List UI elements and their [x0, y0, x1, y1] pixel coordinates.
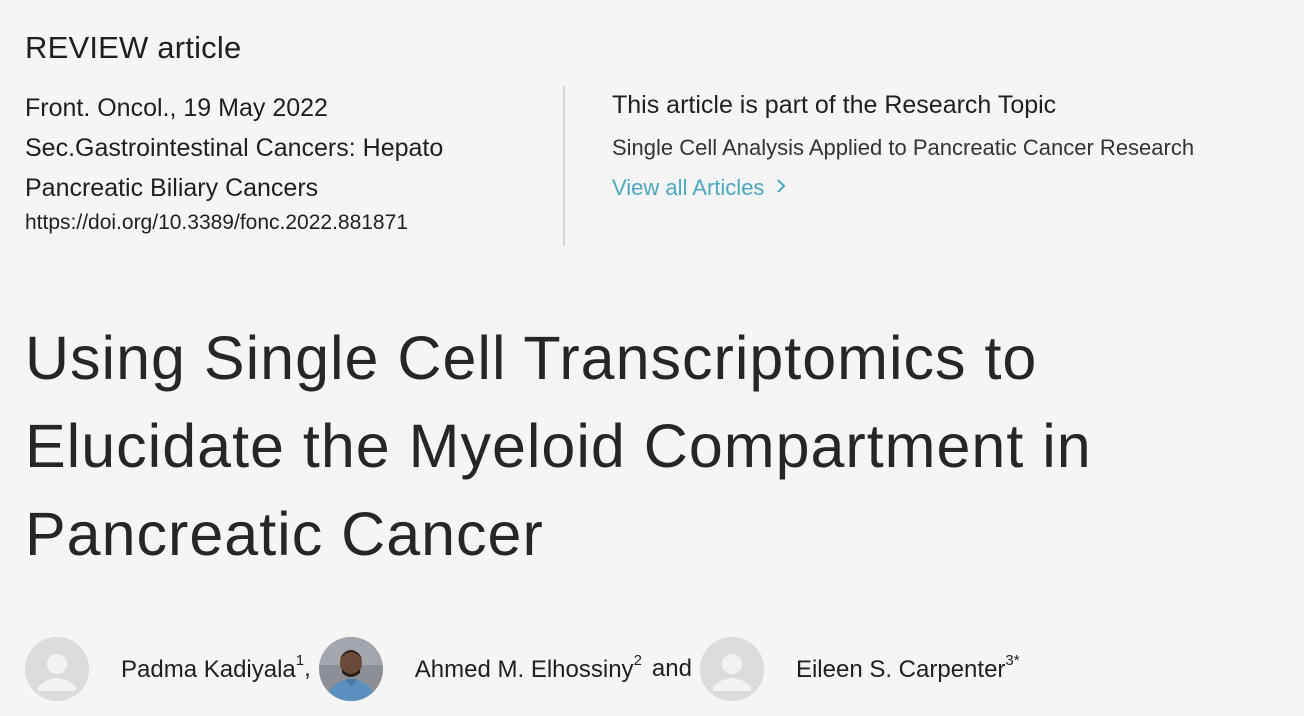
- section-line-2[interactable]: Pancreatic Biliary Cancers: [25, 174, 319, 202]
- view-all-articles-label: View all Articles: [612, 175, 765, 200]
- research-topic-heading: This article is part of the Research Top…: [612, 91, 1057, 119]
- placeholder-avatar-icon[interactable]: [699, 637, 764, 701]
- article-title-line-2: Elucidate the Myeloid Compartment in: [25, 412, 1092, 480]
- journal-date: Front. Oncol., 19 May 2022: [25, 94, 328, 122]
- placeholder-avatar-icon[interactable]: [25, 637, 89, 701]
- article-type-label: REVIEW article: [25, 30, 242, 65]
- article-title-line-1: Using Single Cell Transcriptomics to: [25, 324, 1038, 392]
- affiliation-marker: 2: [633, 651, 642, 669]
- article-meta: Front. Oncol., 19 May 2022 Sec.Gastroint…: [25, 88, 545, 240]
- doi-link[interactable]: https://doi.org/10.3389/fonc.2022.881871: [25, 211, 408, 234]
- author-separator: and: [651, 655, 692, 682]
- chevron-right-icon: [774, 175, 788, 201]
- author-photo[interactable]: [318, 637, 383, 701]
- divider: [563, 86, 565, 246]
- view-all-articles-link[interactable]: View all Articles: [612, 175, 788, 201]
- author-name[interactable]: Ahmed M. Elhossiny2: [414, 651, 642, 683]
- section-line-1[interactable]: Sec.Gastrointestinal Cancers: Hepato: [25, 134, 444, 162]
- author-separator: ,: [304, 655, 311, 682]
- article-title-line-3: Pancreatic Cancer: [25, 500, 544, 568]
- affiliation-marker: 1: [295, 651, 305, 669]
- author-list: Padma Kadiyala1, Ahmed M. Elhossiny2 and …: [25, 636, 1020, 702]
- affiliation-marker: 3*: [1005, 651, 1020, 669]
- research-topic-panel: This article is part of the Research Top…: [612, 88, 1292, 201]
- author-name[interactable]: Padma Kadiyala1: [121, 651, 305, 683]
- author-name[interactable]: Eileen S. Carpenter3*: [795, 651, 1020, 683]
- research-topic-name[interactable]: Single Cell Analysis Applied to Pancreat…: [612, 135, 1195, 160]
- article-title: Using Single Cell Transcriptomics to Elu…: [25, 314, 1285, 578]
